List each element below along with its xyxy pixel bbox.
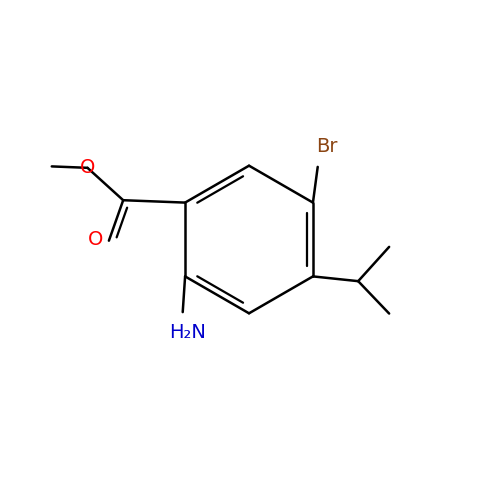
Text: H₂N: H₂N — [169, 322, 206, 342]
Text: O: O — [88, 230, 103, 249]
Text: O: O — [80, 159, 95, 177]
Text: Br: Br — [317, 137, 338, 157]
